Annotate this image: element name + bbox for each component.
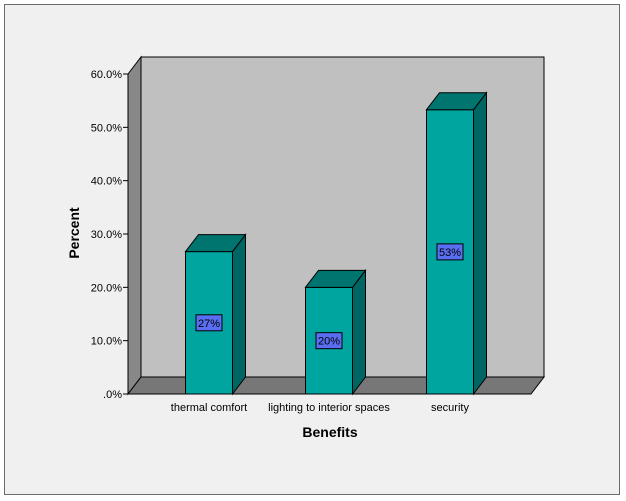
bar-side bbox=[232, 233, 246, 396]
bar-side bbox=[473, 91, 487, 396]
y-tick-label: 60.0% bbox=[91, 69, 122, 81]
data-label-box bbox=[436, 243, 464, 261]
bar-top bbox=[425, 92, 488, 111]
bar-top bbox=[184, 234, 247, 253]
data-label: 20% bbox=[318, 336, 340, 348]
side-wall bbox=[127, 55, 142, 396]
bar: 20% bbox=[304, 268, 367, 396]
y-tick-label: 50.0% bbox=[91, 122, 122, 134]
bar: 27% bbox=[184, 233, 247, 396]
bars: 27% 20% 53% bbox=[184, 91, 488, 396]
bar: 53% bbox=[425, 91, 488, 396]
data-label: 27% bbox=[198, 318, 220, 330]
bar-top bbox=[304, 269, 367, 288]
x-tick-label: security bbox=[431, 402, 469, 414]
y-axis-title: Percent bbox=[66, 207, 82, 259]
y-axis: .0% 10.0% 20.0% 30.0% 40.0% 50.0% 60.0% bbox=[91, 69, 129, 401]
data-label-box bbox=[195, 314, 223, 332]
y-tick-label: .0% bbox=[103, 389, 122, 401]
y-tick-label: 20.0% bbox=[91, 282, 122, 294]
data-label-box bbox=[315, 332, 343, 350]
y-tick-label: 30.0% bbox=[91, 229, 122, 241]
x-tick-label: lighting to interior spaces bbox=[268, 402, 390, 414]
x-axis-title: Benefits bbox=[302, 424, 357, 440]
x-axis: thermal comfort lighting to interior spac… bbox=[171, 402, 470, 414]
bar-side bbox=[352, 268, 366, 396]
data-label: 53% bbox=[439, 247, 461, 259]
x-tick-label: thermal comfort bbox=[171, 402, 247, 414]
y-tick-label: 40.0% bbox=[91, 176, 122, 188]
y-tick-label: 10.0% bbox=[91, 336, 122, 348]
